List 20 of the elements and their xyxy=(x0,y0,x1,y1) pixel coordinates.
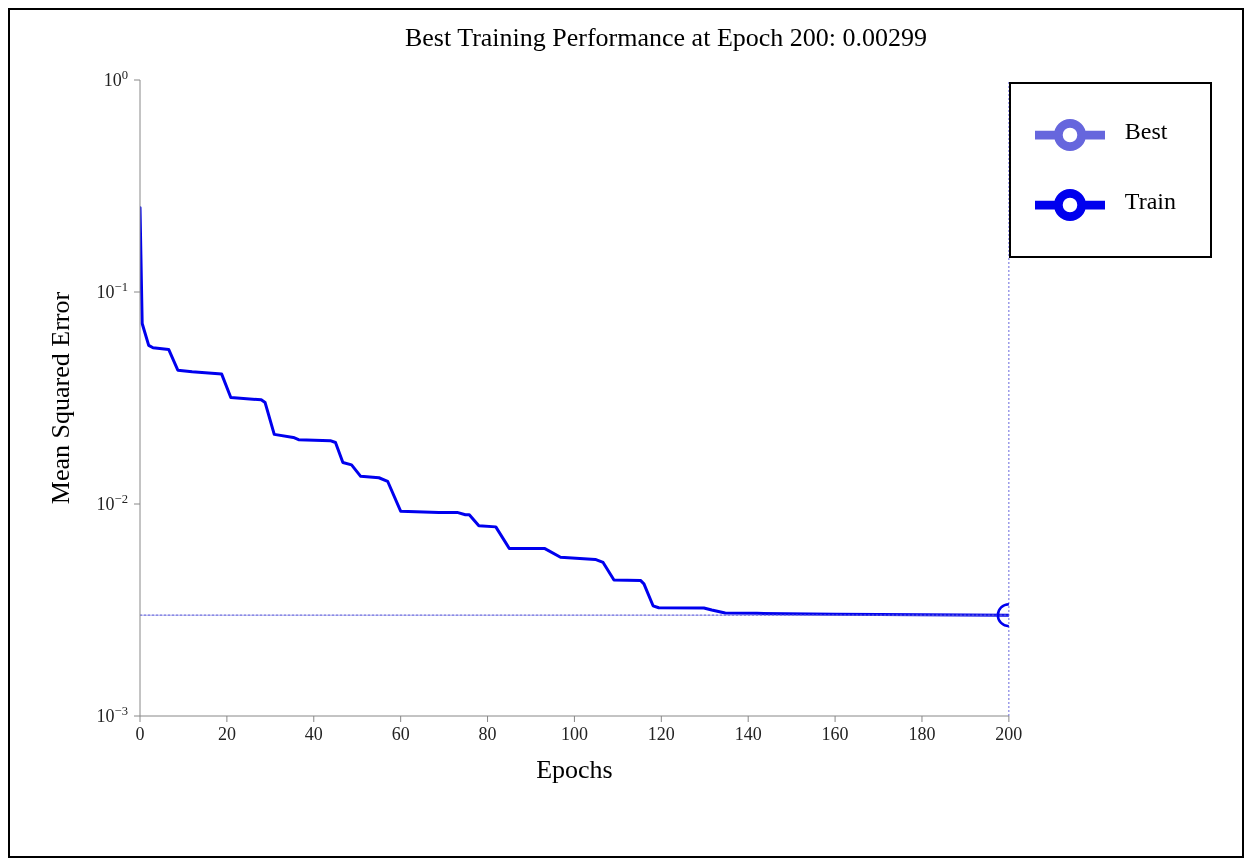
legend-label: Best xyxy=(1124,117,1168,144)
y-axis-title: Mean Squared Error xyxy=(46,291,76,505)
chart-title: Best Training Performance at Epoch 200: 0.00299 xyxy=(404,23,928,52)
x-tick-label: 140 xyxy=(734,724,762,744)
x-tick-label: 40 xyxy=(304,724,323,744)
x-axis-title: Epochs xyxy=(536,755,613,784)
x-tick-label: 180 xyxy=(908,724,936,744)
x-tick-label: 200 xyxy=(995,724,1023,744)
x-tick-label: 80 xyxy=(478,724,497,744)
x-tick-label: 120 xyxy=(647,724,675,744)
x-tick-label: 20 xyxy=(217,724,236,744)
x-tick-label: 0 xyxy=(135,724,145,744)
y-tick-label: 10$^{−1}$ xyxy=(96,280,128,302)
x-tick-label: 60 xyxy=(391,724,410,744)
x-tick-label: 100 xyxy=(560,724,588,744)
y-tick-label: 10$^{−2}$ xyxy=(96,492,128,514)
y-tick-label: 10$^{0}$ xyxy=(103,68,128,90)
legend-label: Train xyxy=(1124,187,1176,214)
y-tick-label: 10$^{−3}$ xyxy=(96,704,128,726)
x-tick-label: 160 xyxy=(821,724,849,744)
